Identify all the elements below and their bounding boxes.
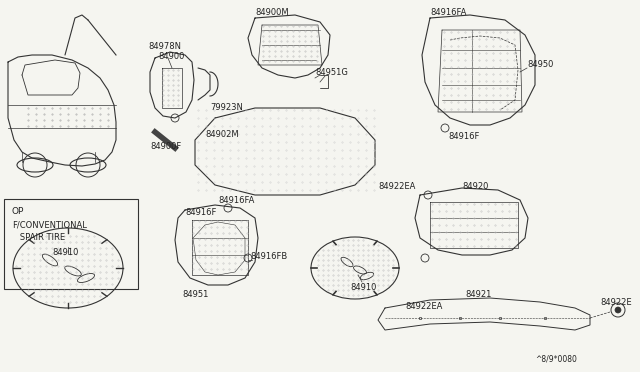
Text: SPAIR TIRE: SPAIR TIRE [12,233,65,242]
Text: 84916F: 84916F [185,208,216,217]
Text: F/CONVENTIONAL: F/CONVENTIONAL [12,220,87,229]
Text: 84900F: 84900F [150,142,181,151]
Text: 84916F: 84916F [448,132,479,141]
Text: 84922EA: 84922EA [378,182,415,191]
Text: 84910: 84910 [350,283,376,292]
Text: ^8/9*0080: ^8/9*0080 [535,355,577,364]
Text: 84916FA: 84916FA [218,196,254,205]
Text: 84951G: 84951G [315,68,348,77]
Text: 84950: 84950 [527,60,554,69]
Text: 84916FA: 84916FA [430,8,467,17]
Text: 84900: 84900 [158,52,184,61]
Text: 84922E: 84922E [600,298,632,307]
Text: 84910: 84910 [52,248,78,257]
Text: 84922EA: 84922EA [405,302,442,311]
Text: 84916FB: 84916FB [250,252,287,261]
Text: 84921: 84921 [465,290,492,299]
Text: 84978N: 84978N [148,42,181,51]
Text: 79923N: 79923N [210,103,243,112]
Text: 84902M: 84902M [205,130,239,139]
Circle shape [615,307,621,313]
Text: 84920: 84920 [462,182,488,191]
FancyBboxPatch shape [4,199,138,289]
Text: OP: OP [12,207,24,216]
Text: 84951: 84951 [182,290,209,299]
Text: 84900M: 84900M [255,8,289,17]
